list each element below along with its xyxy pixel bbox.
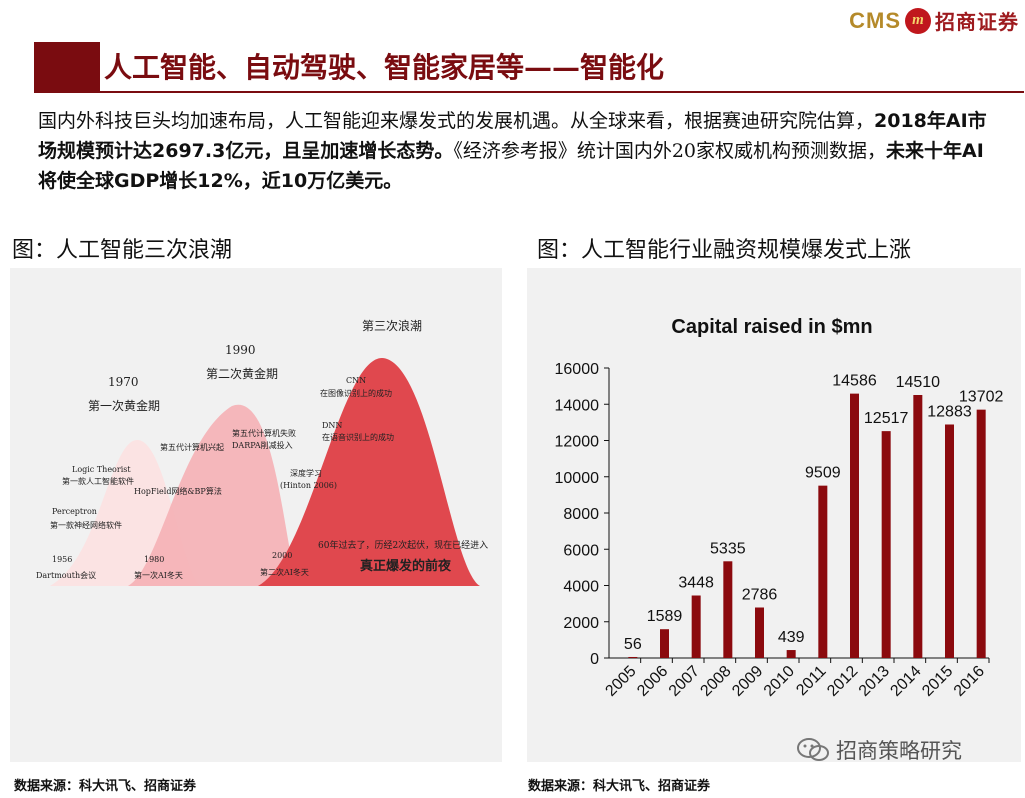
wave-3-shape: [258, 358, 480, 586]
x-tick-label: 2005: [602, 663, 639, 700]
cnn-success: 在图像识别上的成功: [320, 388, 392, 398]
intro-bold-2: 未来十年AI将使全球GDP增长12%，近10万亿美元。: [38, 140, 984, 192]
intro-text-2: 《经济参考报》统计国内外20家权威机构预测数据，: [453, 140, 887, 162]
bar-2006: [660, 629, 669, 658]
bar-2011: [818, 485, 828, 658]
dnn-success: 在语音识别上的成功: [322, 432, 394, 442]
year-1970: 1970: [108, 375, 139, 389]
x-tick-label: 2013: [856, 663, 893, 700]
bar-value-label: 56: [624, 636, 642, 653]
logo-cn-text: 招商证券: [935, 10, 1019, 34]
year-1990: 1990: [225, 343, 256, 357]
eve-of-explosion: 真正爆发的前夜: [360, 558, 452, 574]
bar-2009: [755, 607, 764, 658]
gold-period-1: 第一次黄金期: [88, 398, 160, 413]
bar-value-label: 2786: [742, 587, 778, 604]
bar-value-label: 12883: [927, 403, 972, 420]
wave-3-label: 第三次浪潮: [362, 318, 422, 333]
y-tick-label: 12000: [555, 434, 600, 451]
logo-icon: m: [905, 7, 931, 34]
bar-value-label: 12517: [864, 410, 909, 427]
x-tick-label: 2014: [887, 663, 924, 700]
x-tick-label: 2016: [951, 663, 988, 700]
logo-text: CMS: [849, 7, 901, 33]
year-2000: 2000: [272, 551, 292, 560]
right-source-note: 数据来源：科大讯飞、招商证券: [528, 779, 711, 794]
logic-theorist: Logic Theorist: [72, 465, 131, 474]
bar-value-label: 5335: [710, 540, 746, 557]
hopfield-bp: HopField网络&BP算法: [134, 486, 222, 496]
y-tick-label: 0: [590, 651, 599, 668]
y-tick-label: 10000: [555, 470, 600, 487]
intro-bold-1: 2018年AI市场规模预计达2697.3亿元，且呈加速增长态势。: [38, 110, 987, 162]
bar-value-label: 13702: [959, 389, 1004, 406]
intro-text-1: 国内外科技巨头均加速布局，人工智能迎来爆发式的发展机遇。从全球来看，根据赛迪研究…: [38, 110, 875, 132]
x-tick-label: 2011: [793, 663, 829, 699]
page-title: 人工智能、自动驾驶、智能家居等——智能化: [104, 51, 665, 84]
y-tick-label: 6000: [563, 542, 599, 559]
x-tick-label: 2006: [634, 663, 671, 700]
hinton-2006: (Hinton 2006): [280, 481, 337, 490]
dnn-label: DNN: [322, 421, 342, 430]
funding-bar-chart: Capital raised in $mn 0 2000 4000 6000 8000 1…: [555, 316, 1004, 700]
y-tick-label: 16000: [555, 361, 600, 378]
bar-value-label: 9509: [805, 465, 841, 482]
first-ai-software: 第一款人工智能软件: [62, 476, 134, 486]
ai-winter-2: 第二次AI冬天: [260, 567, 309, 577]
x-tick-label: 2010: [761, 663, 798, 700]
bar-value-label: 1589: [647, 608, 683, 625]
y-tick-label: 2000: [563, 615, 599, 632]
y-tick-label: 14000: [555, 397, 600, 414]
year-1980: 1980: [144, 555, 164, 564]
bar-2008: [723, 561, 733, 658]
gen5-fail: 第五代计算机失败: [232, 428, 296, 438]
dartmouth-conference: Dartmouth会议: [36, 570, 96, 580]
brand-logo: CMS m 招商证券: [849, 6, 1019, 35]
gen5-rise: 第五代计算机兴起: [160, 442, 224, 452]
bar-2015: [945, 424, 954, 658]
bar-2010: [786, 650, 796, 658]
right-figure-title: 图：人工智能行业融资规模爆发式上涨: [537, 238, 912, 263]
left-figure-title: 图：人工智能三次浪潮: [12, 238, 233, 263]
ai-waves-diagram: 第三次浪潮 1990 第二次黄金期 1970 第一次黄金期 CNN 在图像识别上…: [36, 318, 488, 586]
bar-2007: [691, 595, 701, 658]
wechat-watermark: 招商策略研究: [796, 735, 962, 765]
bar-2013: [881, 431, 891, 658]
bar-value-label: 3448: [678, 575, 714, 592]
bar-2005: [628, 656, 638, 658]
y-tick-label: 4000: [563, 579, 599, 596]
wechat-icon: [797, 738, 829, 761]
x-tick-label: 2007: [666, 663, 703, 700]
x-tick-label: 2012: [824, 663, 861, 700]
funding-chart-panel: Capital raised in $mn 0 2000 4000 6000 8000 1…: [527, 268, 1021, 762]
ai-winter-1: 第一次AI冬天: [134, 570, 183, 580]
bar-2016: [976, 409, 986, 658]
intro-paragraph: 国内外科技巨头均加速布局，人工智能迎来爆发式的发展机遇。从全球来看，根据赛迪研究…: [38, 106, 998, 196]
bar-2014: [913, 395, 923, 658]
year-1956: 1956: [52, 555, 72, 564]
wave-2-shape: [128, 404, 300, 586]
bar-value-label: 14586: [832, 373, 877, 390]
gold-period-2: 第二次黄金期: [206, 366, 278, 381]
perceptron: Perceptron: [52, 507, 97, 516]
watermark-text: 招商策略研究: [836, 739, 962, 763]
title-accent-block: [34, 42, 100, 92]
x-tick-label: 2015: [919, 663, 956, 700]
first-nn-software: 第一款神经网络软件: [50, 520, 122, 530]
darpa-cut: DARPA削减投入: [232, 440, 293, 450]
bar-value-label: 14510: [896, 374, 941, 391]
left-source-note: 数据来源：科大讯飞、招商证券: [14, 779, 197, 794]
ai-waves-figure: 第三次浪潮 1990 第二次黄金期 1970 第一次黄金期 CNN 在图像识别上…: [10, 268, 502, 762]
title-divider: [34, 91, 1024, 93]
sixty-years-note: 60年过去了，历经2次起伏，现在已经进入: [318, 539, 488, 551]
cnn-label: CNN: [346, 376, 366, 385]
deep-learning: 深度学习: [290, 468, 322, 478]
y-tick-label: 8000: [563, 506, 599, 523]
chart-title: Capital raised in $mn: [671, 316, 872, 338]
bar-value-label: 439: [778, 629, 805, 646]
bar-2012: [850, 393, 859, 658]
x-tick-label: 2009: [729, 663, 766, 700]
x-tick-label: 2008: [697, 663, 734, 700]
